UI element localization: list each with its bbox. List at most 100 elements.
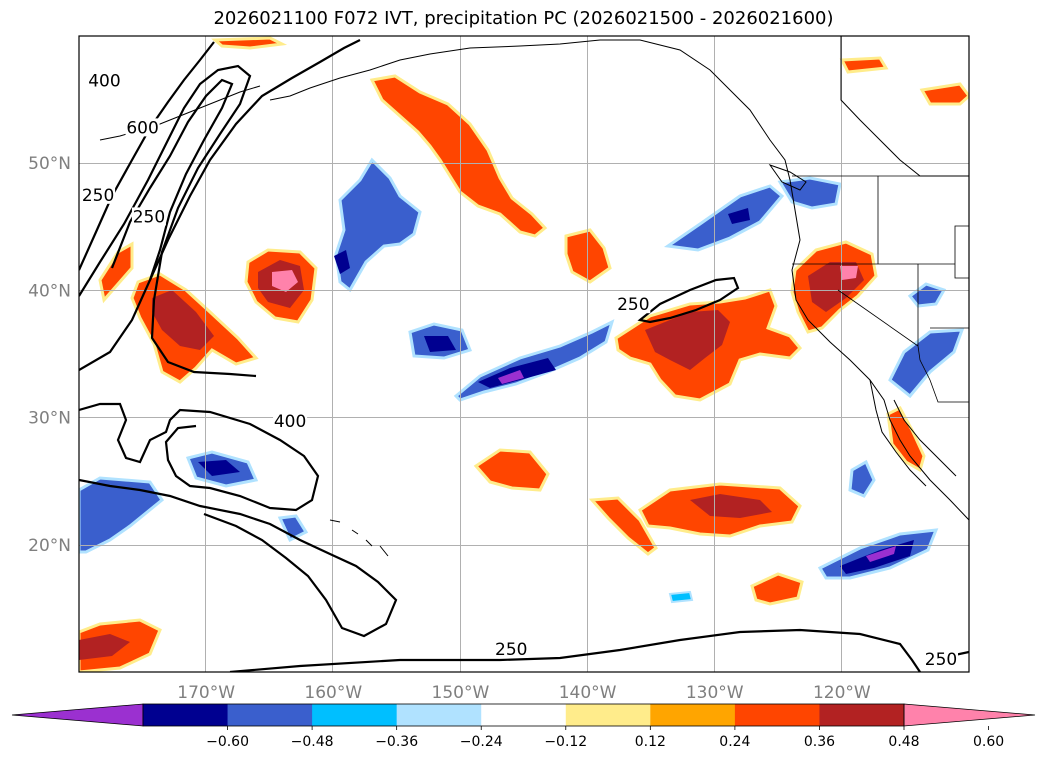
contour-label: 250 <box>924 650 959 670</box>
lon-tick-label: 140°W <box>559 683 617 703</box>
negative-anomaly-small-3 <box>907 282 947 308</box>
contour-label-text: 400 <box>88 71 120 91</box>
negative-anomaly-far-west <box>79 476 165 554</box>
colorbar-tick-label: 0.24 <box>719 734 750 750</box>
contour-label: 250 <box>616 295 651 315</box>
contour-label-text: 250 <box>133 207 165 227</box>
negative-anomaly-oregon-offshore-core <box>728 208 750 224</box>
contour-label-text: 250 <box>495 640 527 660</box>
positive-anomaly-gulf-alaska <box>369 74 548 238</box>
contour-label: 250 <box>131 207 166 227</box>
positive-anomaly-california-peak <box>840 266 858 280</box>
coastlines <box>99 36 969 557</box>
contour-label: 400 <box>273 412 308 432</box>
contour-label-background <box>924 650 959 669</box>
lat-tick-label: 30°N <box>28 409 71 429</box>
colorbar-extend-low <box>11 703 144 727</box>
negative-anomaly-baja-west-peak <box>866 546 896 562</box>
positive-anomaly-baja <box>886 406 926 473</box>
ivt-contour-250-central <box>637 276 740 324</box>
contour-label-text: 250 <box>925 650 957 670</box>
positive-anomaly-subtropical-mid <box>473 448 550 492</box>
lon-tick-label: 160°W <box>304 683 362 703</box>
negative-anomaly-mexico <box>848 459 876 498</box>
north-america-coast <box>789 179 969 521</box>
colorbar-tick-label: −0.36 <box>375 734 418 750</box>
positive-anomaly-subtropical-east-core <box>690 494 772 518</box>
figure-title: 2026021100 F072 IVT, precipitation PC (2… <box>213 8 834 29</box>
positive-anomaly-central-pacific-core <box>645 310 730 370</box>
colorbar-segment <box>396 704 482 726</box>
lon-tick-label: 150°W <box>432 683 490 703</box>
colorbar-tick-label: 0.48 <box>888 734 919 750</box>
colorbar-segment <box>565 704 651 726</box>
colorbar-segment <box>143 704 229 726</box>
colorbar-segment <box>650 704 736 726</box>
lon-tick-label: 130°W <box>686 683 744 703</box>
contour-label-text: 250 <box>617 295 649 315</box>
colorbar-tick-label: −0.48 <box>291 734 334 750</box>
contour-label-background <box>125 118 160 137</box>
colorbar: −0.60 −0.48 −0.36 −0.24 −0.12 0.12 0.24 0.36 0.4… <box>11 703 1036 750</box>
contour-label: 600 <box>125 118 160 138</box>
hawaiian-islands <box>329 519 389 557</box>
ivt-contour-400-south <box>79 402 320 512</box>
ivt-contour-250-outer <box>79 39 361 371</box>
contour-label-background <box>87 71 122 90</box>
contour-label-text: 600 <box>126 118 158 138</box>
lat-tick-label: 20°N <box>28 536 71 556</box>
positive-anomaly-west-2-core <box>152 290 214 350</box>
negative-anomaly-washington <box>777 176 842 210</box>
positive-anomaly-top <box>211 36 288 50</box>
contour-label: 400 <box>87 71 122 91</box>
colorbar-segment <box>312 704 398 726</box>
contour-label-background <box>616 295 651 314</box>
colorbar-tick-label: −0.24 <box>460 734 503 750</box>
ivt-contour-250-south <box>79 478 398 638</box>
negative-anomaly-central-peak <box>498 370 524 384</box>
negative-anomaly-desert <box>888 328 965 399</box>
lon-tick-label: 170°W <box>177 683 235 703</box>
colorbar-tick-label: −0.12 <box>544 734 587 750</box>
colorbar-segment <box>227 704 313 726</box>
colorbar-tick-label: 0.12 <box>635 734 666 750</box>
positive-anomaly-northeast <box>919 82 969 106</box>
contour-label-background <box>131 207 166 226</box>
lon-tick-label: 120°W <box>813 683 871 703</box>
positive-anomaly-south-east <box>750 572 804 606</box>
negative-anomaly-small-2 <box>668 590 694 604</box>
lat-tick-label: 40°N <box>28 281 71 301</box>
gulf-of-california <box>893 399 957 477</box>
baja-peninsula <box>869 379 927 487</box>
ivt-contours <box>79 39 969 672</box>
ivt-contour-250-bottom <box>229 628 921 672</box>
contour-label-text: 250 <box>82 186 114 206</box>
longitude-tick-labels: 170°W 160°W 150°W 140°W 130°W 120°W <box>177 683 871 703</box>
contour-labels: 400 600 250 250 400 250 250 250 <box>81 71 959 670</box>
us-state-borders <box>792 175 969 403</box>
colorbar-outline <box>142 703 905 727</box>
positive-anomaly-sub-small-1 <box>588 496 658 556</box>
colorbar-tick-label: 0.36 <box>804 734 835 750</box>
contour-label-background <box>81 185 116 204</box>
vancouver-island <box>768 164 807 191</box>
contour-label-background <box>494 639 529 658</box>
negative-anomaly-hawaii-west-core <box>198 460 240 476</box>
lat-tick-label: 50°N <box>28 154 71 174</box>
positive-anomaly-south-west-core <box>79 634 130 660</box>
latitude-tick-labels: 20°N 30°N 40°N 50°N <box>28 154 71 556</box>
ivt-contour-400-north <box>79 64 257 378</box>
alaska-coastline <box>269 39 791 181</box>
contour-label-text: 400 <box>274 412 306 432</box>
negative-anomaly-oregon-offshore <box>663 184 785 252</box>
map-layers: 400 600 250 250 400 250 250 250 <box>79 36 969 672</box>
colorbar-tick-label: −0.60 <box>206 734 249 750</box>
contour-label: 250 <box>494 639 529 660</box>
map-frame <box>78 35 970 673</box>
contour-label-background <box>273 412 308 431</box>
colorbar-extend-high <box>903 703 1036 727</box>
negative-anomaly-northwest-core <box>334 250 350 274</box>
contour-label: 250 <box>81 185 116 206</box>
